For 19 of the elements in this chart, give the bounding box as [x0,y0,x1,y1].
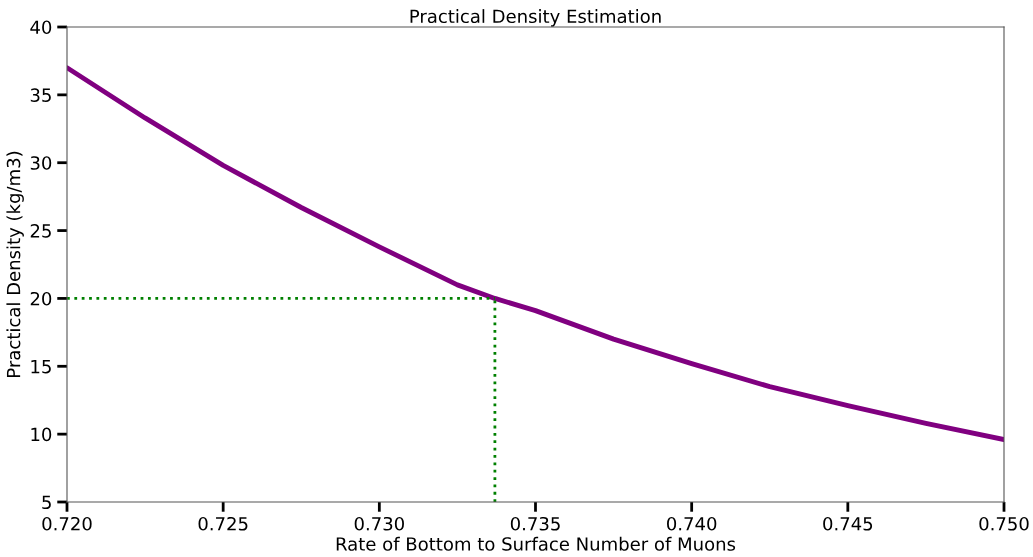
x-tick-label: 0.730 [354,516,404,531]
x-tick-label: 0.750 [979,516,1029,531]
y-tick-label: 25 [30,224,51,238]
x-tick-label: 0.725 [198,516,248,531]
x-tick-label: 0.740 [667,516,717,531]
x-tick-label: 0.735 [510,516,560,531]
y-axis-title: Practical Density (kg/m3) [6,151,24,377]
y-tick-label: 30 [30,156,52,170]
y-tick-label: 20 [30,291,52,306]
y-tick-label: 40 [30,20,52,35]
y-tick-label: 35 [30,88,51,102]
x-tick-label: 0.745 [823,516,873,531]
y-tick-label: 5 [42,495,51,510]
y-tick-label: 15 [31,359,51,374]
x-axis-title: Rate of Bottom to Surface Number of Muons [336,536,736,551]
line-series [67,65,1004,442]
x-tick-label: 0.720 [42,516,92,531]
chart-title: Practical Density Estimation [410,9,661,27]
y-tick-label: 10 [31,427,52,442]
